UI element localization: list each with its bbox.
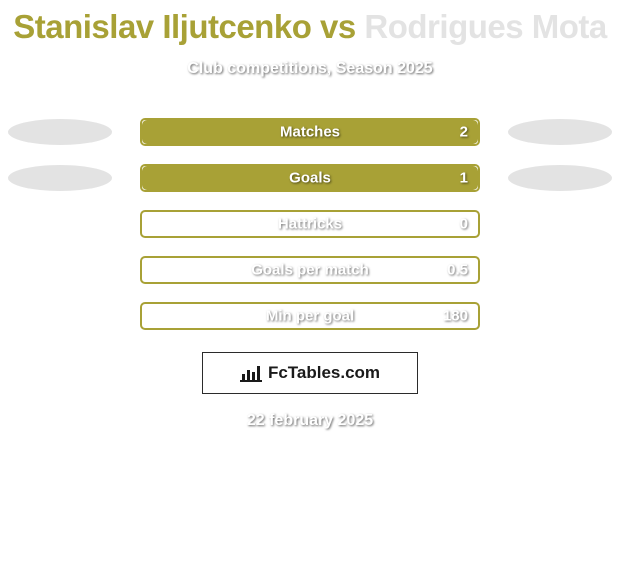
stat-value: 180 — [443, 308, 468, 325]
left-ellipse — [8, 119, 112, 145]
stats-comparison-card: Stanislav Iljutcenko vs Rodrigues Mota C… — [0, 0, 620, 580]
stat-row: Matches 2 — [0, 118, 620, 146]
stat-row: Min per goal 180 — [0, 302, 620, 330]
footer-date: 22 february 2025 — [0, 412, 620, 430]
stat-value: 0 — [460, 216, 468, 233]
right-ellipse — [508, 119, 612, 145]
page-title: Stanislav Iljutcenko vs Rodrigues Mota — [0, 0, 620, 46]
title-vs: vs — [311, 8, 364, 45]
stat-row: Hattricks 0 — [0, 210, 620, 238]
stat-value: 2 — [460, 124, 468, 141]
stat-label: Goals — [289, 170, 331, 187]
stat-label: Min per goal — [266, 308, 354, 325]
stat-rows: Matches 2 Goals 1 Hattricks 0 Goals per match 0… — [0, 118, 620, 330]
left-ellipse — [8, 165, 112, 191]
player-left-name: Stanislav Iljutcenko — [13, 8, 311, 45]
subtitle: Club competitions, Season 2025 — [0, 60, 620, 78]
stat-value: 0.5 — [447, 262, 468, 279]
stat-label: Hattricks — [278, 216, 342, 233]
stat-bar: Goals per match 0.5 — [140, 256, 480, 284]
stat-bar: Goals 1 — [140, 164, 480, 192]
brand-box[interactable]: FcTables.com — [202, 352, 418, 394]
stat-label: Goals per match — [251, 262, 369, 279]
stat-label: Matches — [280, 124, 340, 141]
stat-bar: Matches 2 — [140, 118, 480, 146]
stat-row: Goals 1 — [0, 164, 620, 192]
brand-text: FcTables.com — [268, 363, 380, 383]
player-right-name: Rodrigues Mota — [364, 8, 606, 45]
stat-bar: Min per goal 180 — [140, 302, 480, 330]
stat-row: Goals per match 0.5 — [0, 256, 620, 284]
right-ellipse — [508, 165, 612, 191]
stat-value: 1 — [460, 170, 468, 187]
bar-chart-icon — [240, 364, 262, 382]
stat-bar: Hattricks 0 — [140, 210, 480, 238]
